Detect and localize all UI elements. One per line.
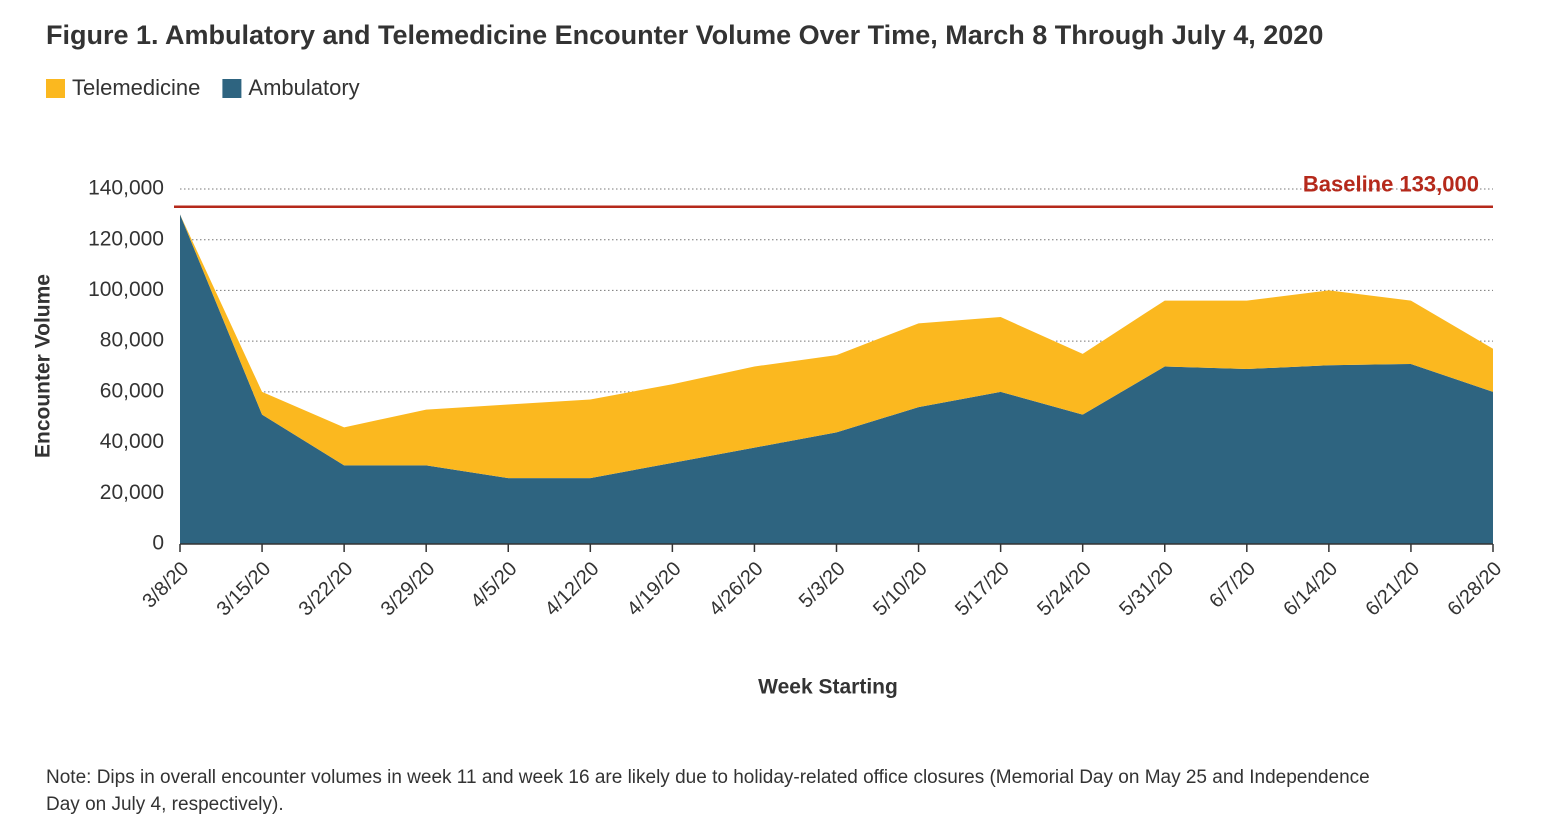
baseline-label: Baseline 133,000	[1303, 172, 1479, 197]
x-tick-label: 5/3/20	[795, 558, 850, 613]
x-tick-label: 5/24/20	[1033, 558, 1096, 621]
area	[180, 214, 1493, 479]
x-tick-label: 3/22/20	[295, 558, 358, 621]
note: Note: Dips in overall encounter volumes …	[46, 767, 1370, 815]
x-tick-label: 5/31/20	[1115, 558, 1178, 621]
area	[180, 214, 1493, 544]
y-tick-label: 0	[152, 532, 164, 555]
x-tick-label: 3/8/20	[138, 558, 193, 613]
chart-title: Figure 1. Ambulatory and Telemedicine En…	[46, 20, 1323, 50]
x-tick-label: 4/26/20	[705, 558, 768, 621]
note-box: Note: Dips in overall encounter volumes …	[46, 767, 1370, 815]
y-axis-label: Encounter Volume	[32, 274, 55, 458]
legend-swatch	[46, 79, 65, 98]
y-tick-label: 100,000	[88, 278, 164, 301]
x-tick-label: 3/15/20	[213, 558, 276, 621]
x-tick-label: 5/10/20	[869, 558, 932, 621]
x-axis-label: Week Starting	[758, 676, 898, 699]
legend-label: Ambulatory	[248, 75, 359, 100]
x-tick-label: 4/19/20	[623, 558, 686, 621]
x-tick-label: 6/7/20	[1205, 558, 1260, 613]
y-tick-label: 140,000	[88, 177, 164, 200]
y-tick-label: 60,000	[100, 379, 164, 402]
y-tick-label: 40,000	[100, 430, 164, 453]
x-tick-label: 3/29/20	[377, 558, 440, 621]
x-tick-label: 6/28/20	[1444, 558, 1507, 621]
x-tick-label: 6/21/20	[1361, 558, 1424, 621]
y-tick-label: 120,000	[88, 227, 164, 250]
x-tick-label: 6/14/20	[1279, 558, 1342, 621]
x-tick-label: 4/12/20	[541, 558, 604, 621]
y-tick-label: 80,000	[100, 329, 164, 352]
x-tick-label: 5/17/20	[951, 558, 1014, 621]
legend-swatch	[222, 79, 242, 98]
x-tick-label: 4/5/20	[467, 558, 522, 613]
y-tick-label: 20,000	[100, 481, 164, 504]
legend-label: Telemedicine	[72, 75, 200, 100]
